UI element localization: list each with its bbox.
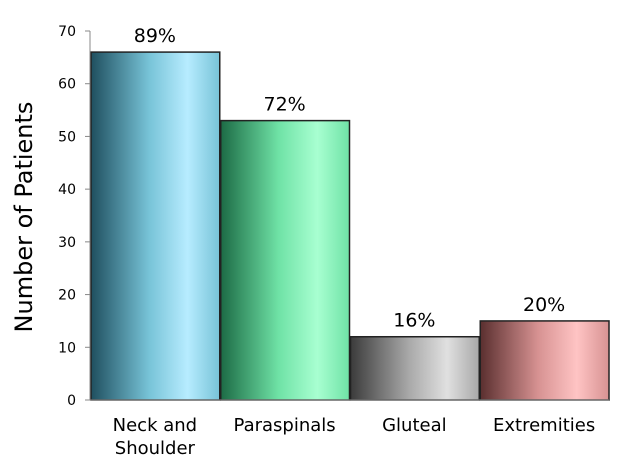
y-tick-label: 60 [58, 77, 76, 93]
y-tick-label: 40 [58, 182, 76, 198]
y-tick-label: 10 [58, 340, 76, 356]
y-axis-label: Number of Patients [10, 102, 38, 333]
bar [479, 320, 610, 401]
bar [220, 119, 351, 401]
y-tick-label: 0 [67, 393, 76, 409]
y-tick-label: 50 [58, 129, 76, 145]
y-tick-label: 30 [58, 235, 76, 251]
x-category-label: Neck and [113, 415, 197, 436]
y-tick-label: 20 [58, 288, 76, 304]
x-category-label: Extremities [493, 415, 595, 436]
bars-group [90, 51, 610, 401]
data-label: 20% [523, 294, 565, 316]
data-label: 72% [264, 94, 306, 116]
x-category-label: Paraspinals [234, 415, 336, 436]
y-tick-label: 70 [58, 24, 76, 40]
data-label: 89% [134, 25, 176, 47]
y-axis-ticks: 0 10 20 30 40 50 60 70 [58, 24, 90, 409]
bar [90, 51, 221, 401]
x-category-label: Shoulder [115, 438, 196, 459]
data-labels: 89% 72% 16% 20% [134, 25, 565, 332]
bar [349, 335, 480, 401]
data-label: 16% [393, 310, 435, 332]
x-category-label: Gluteal [382, 415, 447, 436]
